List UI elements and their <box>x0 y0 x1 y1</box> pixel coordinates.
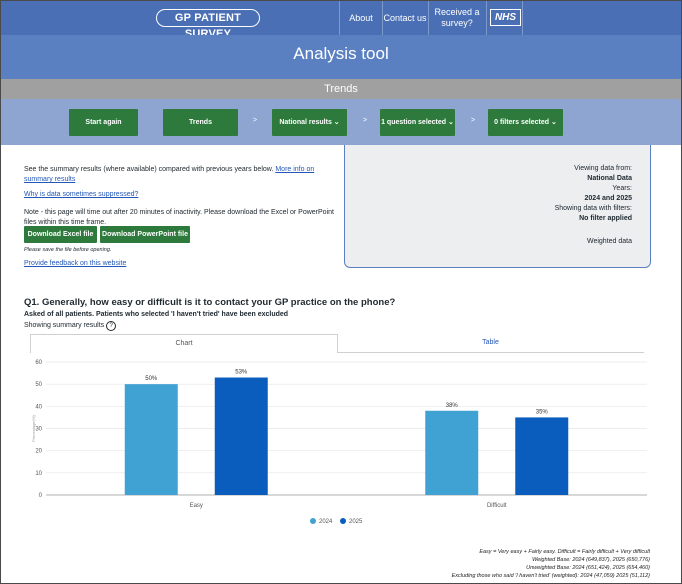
page-title: Analysis tool <box>1 35 681 79</box>
filters-dropdown[interactable]: 0 filters selected ⌄ <box>488 109 563 136</box>
national-results-label: National results <box>279 119 332 126</box>
download-excel-button[interactable]: Download Excel file <box>24 226 97 243</box>
showing-summary-label: Showing summary results <box>24 322 105 329</box>
step-arrow: > <box>363 117 368 124</box>
x-tick-label: Easy <box>190 503 203 509</box>
question-title: Q1. Generally, how easy or difficult is … <box>24 297 396 308</box>
nav-divider <box>339 1 340 35</box>
step-arrow: > <box>253 117 258 124</box>
legend-label-2024: 2024 <box>319 519 333 525</box>
nav-divider <box>382 1 383 35</box>
y-axis-label: Percentage(%) <box>31 414 36 441</box>
step-arrow: > <box>471 117 476 124</box>
y-tick-label: 60 <box>35 360 42 366</box>
summary-intro: See the summary results (where available… <box>24 165 324 185</box>
bar-data-label: 35% <box>536 409 549 415</box>
start-again-button[interactable]: Start again <box>69 109 138 136</box>
feedback-link[interactable]: Provide feedback on this website <box>24 260 127 267</box>
view-tabs: Chart Table <box>30 334 646 353</box>
years-value: 2024 and 2025 <box>584 195 632 202</box>
chevron-down-icon: ⌄ <box>550 119 557 126</box>
gp-survey-logo[interactable]: GP PATIENT SURVEY <box>156 9 260 40</box>
years-label: Years: <box>612 185 632 192</box>
nav-divider <box>486 1 487 35</box>
nav-about[interactable]: About <box>349 13 373 23</box>
viewing-value: National Data <box>587 175 632 182</box>
y-tick-label: 30 <box>35 427 42 433</box>
bar-data-label: 53% <box>235 370 248 376</box>
save-note: Please save the file before opening. <box>24 247 112 253</box>
bar-difficult-2024 <box>425 410 479 495</box>
y-tick-label: 50 <box>35 382 42 388</box>
tab-chart[interactable]: Chart <box>30 334 338 353</box>
question-subtitle: Asked of all patients. Patients who sele… <box>24 311 289 318</box>
footnote-definition: Easy = Very easy + Fairly easy. Difficul… <box>479 549 650 555</box>
viewing-label: Viewing data from: <box>574 165 632 172</box>
summary-intro-text: See the summary results (where available… <box>24 166 274 173</box>
bar-difficult-2025 <box>515 417 569 495</box>
top-header: GP PATIENT SURVEY About Contact us Recei… <box>1 1 681 40</box>
showing-summary: Showing summary results? <box>24 321 117 331</box>
question-selector-dropdown[interactable]: 1 question selected ⌄ <box>380 109 455 136</box>
legend-marker-2025 <box>340 518 346 524</box>
nav-divider <box>428 1 429 35</box>
suppressed-data-link[interactable]: Why is data sometimes suppressed? <box>24 191 139 198</box>
chevron-down-icon: ⌄ <box>448 119 454 126</box>
footnote-excluded: Excluding those who said 'I haven't trie… <box>451 573 650 579</box>
chevron-down-icon: ⌄ <box>333 119 340 126</box>
nav-received-survey[interactable]: Received a survey? <box>434 7 480 28</box>
nav-contact-us[interactable]: Contact us <box>383 13 427 23</box>
nav-divider <box>522 1 523 35</box>
filters-label: 0 filters selected <box>494 119 550 126</box>
y-tick-label: 20 <box>35 449 42 455</box>
section-title: Trends <box>1 79 681 99</box>
footnote-unweighted-base: Unweighted Base: 2024 (651,424), 2025 (6… <box>526 565 650 571</box>
step-bar: Start again Trends > National results ⌄ … <box>1 99 681 145</box>
bar-easy-2025 <box>214 377 268 495</box>
bar-data-label: 38% <box>446 403 459 409</box>
filters-label: Showing data with filters: <box>554 205 632 212</box>
data-info-panel: Viewing data from: National Data Years: … <box>344 145 651 268</box>
question-info-icon[interactable]: ? <box>106 321 117 331</box>
bar-easy-2024 <box>124 384 178 495</box>
x-tick-label: Difficult <box>487 503 507 509</box>
tab-table[interactable]: Table <box>337 334 644 353</box>
legend-label-2025: 2025 <box>349 519 363 525</box>
timeout-note: Note - this page will time out after 20 … <box>24 209 334 226</box>
y-tick-label: 10 <box>35 471 42 477</box>
download-powerpoint-button[interactable]: Download PowerPoint file <box>100 226 190 243</box>
filters-value: No filter applied <box>579 215 632 222</box>
nhs-logo[interactable]: NHS <box>490 9 521 26</box>
trends-button[interactable]: Trends <box>163 109 238 136</box>
question-selector-label: 1 question selected <box>381 119 447 126</box>
national-results-dropdown[interactable]: National results ⌄ <box>272 109 347 136</box>
bar-data-label: 50% <box>145 376 158 382</box>
legend-marker-2024 <box>310 518 316 524</box>
weighted-data-label: Weighted data <box>586 238 632 245</box>
y-tick-label: 40 <box>35 404 42 410</box>
footnote-weighted-base: Weighted Base: 2024 (649,837), 2025 (650… <box>532 557 650 563</box>
more-info-link[interactable]: More info on summary results <box>24 166 315 183</box>
y-tick-label: 0 <box>39 493 43 499</box>
